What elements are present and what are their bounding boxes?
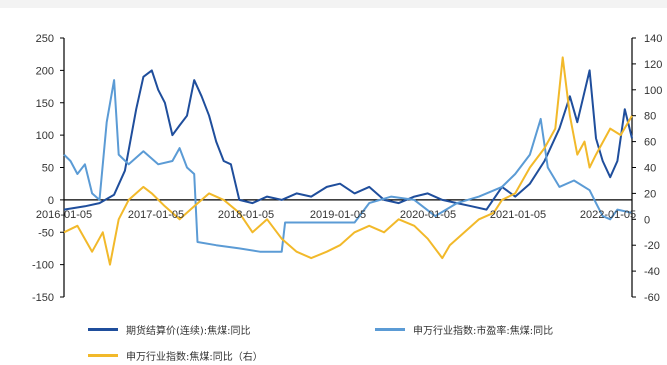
x-tick-label: 2020-01-05 [400,209,456,221]
series-line-settlement [64,70,632,209]
left-tick-label: -150 [32,292,54,304]
right-tick-label: 140 [644,33,662,45]
left-tick-label: 150 [36,98,54,110]
left-tick-label: -100 [32,260,54,272]
series-line-pe [64,80,632,252]
left-tick-label: -50 [38,227,54,239]
legend-swatch-settlement [88,328,118,331]
legend-item-pe: 申万行业指数:市盈率:焦煤:同比 [375,322,553,337]
legend-label-pe: 申万行业指数:市盈率:焦煤:同比 [413,322,553,337]
right-tick-label: -20 [644,240,660,252]
right-tick-label: -40 [644,266,660,278]
right-tick-label: 20 [644,188,656,200]
right-tick-label: 40 [644,163,656,175]
x-tick-label: 2021-01-05 [490,209,546,221]
legend-label-index: 申万行业指数:焦煤:同比（右） [126,348,263,363]
right-tick-label: -60 [644,292,660,304]
right-tick-label: 0 [644,214,650,226]
right-tick-label: 120 [644,59,662,71]
left-tick-label: 250 [36,33,54,45]
series-layer [64,57,632,264]
legend-label-settlement: 期货结算价(连续):焦煤:同比 [126,322,251,337]
legend-item-settlement: 期货结算价(连续):焦煤:同比 [88,322,251,337]
left-tick-label: 50 [42,163,54,175]
x-tick-label: 2017-01-05 [128,209,184,221]
legend-swatch-index [88,354,118,357]
axis-labels: 250200150100500-50-100-15014012010080604… [32,33,662,304]
right-tick-label: 100 [644,85,662,97]
left-tick-label: 200 [36,65,54,77]
left-tick-label: 100 [36,130,54,142]
plot-frame [60,38,636,297]
x-tick-label: 2016-01-05 [36,209,92,221]
left-tick-label: 0 [48,195,54,207]
x-tick-label: 2019-01-05 [310,209,366,221]
top-band [0,0,667,8]
right-tick-label: 60 [644,137,656,149]
x-tick-label: 2022-01-05 [580,209,636,221]
legend-item-index: 申万行业指数:焦煤:同比（右） [88,348,263,363]
right-tick-label: 80 [644,111,656,123]
x-tick-label: 2018-01-05 [218,209,274,221]
legend-swatch-pe [375,328,405,331]
